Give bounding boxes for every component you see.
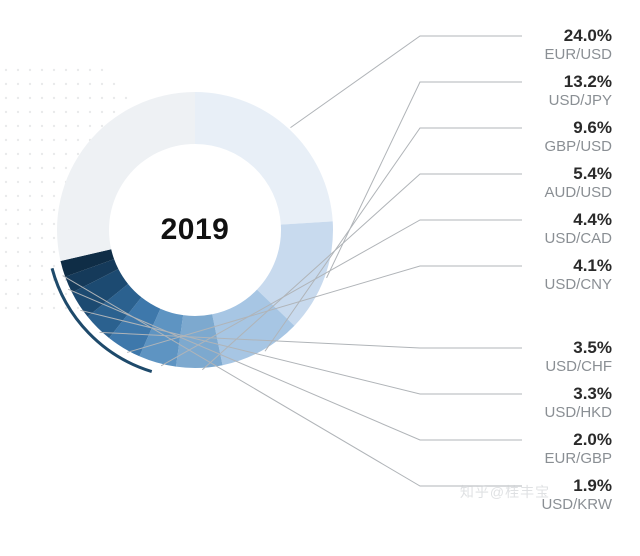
legend-label: EUR/GBP [544,450,612,467]
legend-label: EUR/USD [544,46,612,63]
legend-label: USD/CHF [545,358,612,375]
legend-item-usd-jpy: 13.2%USD/JPY [549,72,612,109]
legend-value: 3.5% [545,338,612,358]
leader-line [327,82,522,278]
legend-item-aud-usd: 5.4%AUD/USD [544,164,612,201]
legend-value: 13.2% [549,72,612,92]
legend-item-gbp-usd: 9.6%GBP/USD [544,118,612,155]
legend-value: 9.6% [544,118,612,138]
legend-value: 4.1% [544,256,612,276]
legend-item-usd-krw: 1.9%USD/KRW [541,476,612,513]
legend-value: 3.3% [544,384,612,404]
chart-stage: 2019 24.0%EUR/USD 13.2%USD/JPY 9.6%GBP/USD… [0,0,640,556]
legend-value: 2.0% [544,430,612,450]
legend-item-eur-usd: 24.0%EUR/USD [544,26,612,63]
legend-label: USD/CAD [544,230,612,247]
legend-item-eur-gbp: 2.0%EUR/GBP [544,430,612,467]
legend-label: GBP/USD [544,138,612,155]
legend-label: USD/CNY [544,276,612,293]
legend-label: AUD/USD [544,184,612,201]
legend-item-usd-chf: 3.5%USD/CHF [545,338,612,375]
legend-label: USD/KRW [541,496,612,513]
legend-item-usd-cny: 4.1%USD/CNY [544,256,612,293]
legend-label: USD/HKD [544,404,612,421]
legend-label: USD/JPY [549,92,612,109]
legend-item-usd-hkd: 3.3%USD/HKD [544,384,612,421]
legend-value: 24.0% [544,26,612,46]
legend-item-usd-cad: 4.4%USD/CAD [544,210,612,247]
legend-value: 4.4% [544,210,612,230]
donut-center-label: 2019 [161,213,230,247]
legend-value: 5.4% [544,164,612,184]
legend-value: 1.9% [541,476,612,496]
